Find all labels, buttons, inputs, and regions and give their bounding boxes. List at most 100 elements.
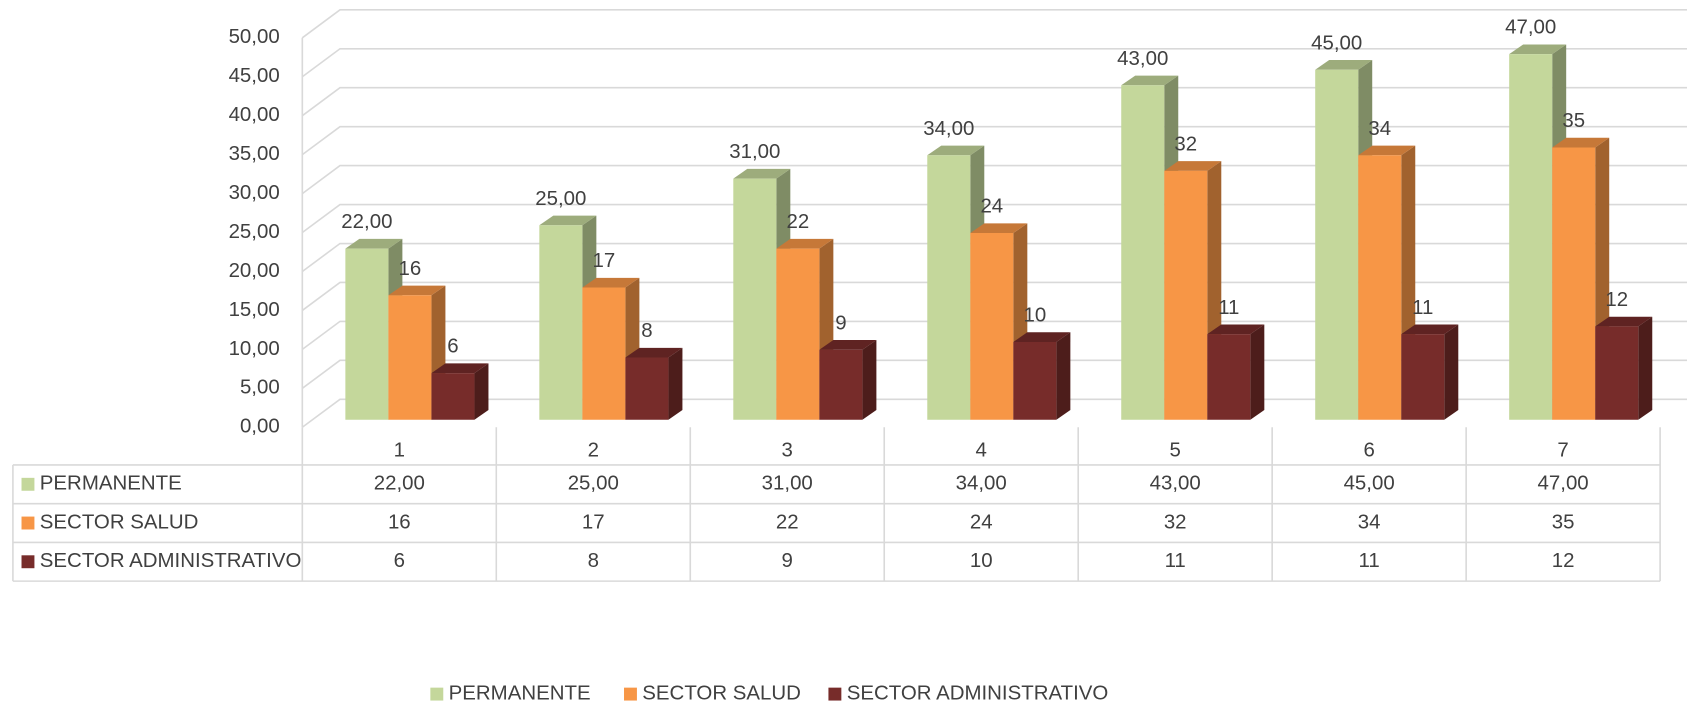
bar-front (1315, 69, 1359, 420)
table-cell: 34,00 (956, 472, 1007, 495)
bar-top (431, 363, 489, 374)
data-label: 22,00 (341, 210, 392, 233)
table-cell: 32 (1164, 510, 1187, 533)
grid-line (301, 281, 1687, 312)
data-label: 45,00 (1311, 31, 1362, 54)
bar-top (776, 238, 834, 249)
bar-top (1121, 75, 1179, 86)
grid-line (301, 86, 1687, 117)
bar-front (927, 155, 971, 420)
table-row-label: SECTOR SALUD (40, 510, 199, 533)
table-cell: 35 (1552, 510, 1575, 533)
data-label: 12 (1605, 288, 1628, 311)
table-cell: 8 (588, 549, 599, 572)
table-cell: 34 (1358, 510, 1381, 533)
data-label: 47,00 (1505, 16, 1556, 39)
y-tick-label: 50,00 (229, 25, 280, 48)
table-swatch (21, 555, 35, 569)
bar (1207, 324, 1265, 420)
bar-front (733, 178, 777, 420)
bar-front (582, 287, 626, 420)
legend-label: SECTOR SALUD (642, 682, 801, 705)
bar-top (1358, 145, 1416, 156)
bar-top (1509, 44, 1567, 55)
data-label: 8 (641, 319, 652, 342)
bar (625, 347, 683, 420)
data-label: 10 (1023, 304, 1046, 327)
grid-line (301, 203, 1687, 234)
bar-side (1250, 324, 1265, 420)
bar (819, 340, 877, 420)
bar-top (625, 347, 683, 358)
bar-side (668, 347, 683, 420)
table-cell: 43,00 (1150, 472, 1201, 495)
y-tick-label: 10,00 (229, 337, 280, 360)
bar-side (1638, 316, 1653, 420)
data-label: 25,00 (535, 187, 586, 210)
table-row-label: PERMANENTE (40, 472, 182, 495)
bar-top (345, 238, 403, 249)
bar (1595, 316, 1653, 420)
x-tick-label: 2 (588, 438, 599, 461)
y-tick-label: 0,00 (240, 415, 280, 438)
x-tick-label: 1 (394, 438, 405, 461)
x-tick-label: 4 (976, 438, 987, 461)
table-cell: 9 (782, 549, 793, 572)
y-tick-label: 5,00 (240, 376, 280, 399)
bar-top (388, 285, 446, 296)
bar-top (1552, 137, 1610, 148)
y-tick-label: 25,00 (229, 220, 280, 243)
table-cell: 31,00 (762, 472, 813, 495)
table-cell: 12 (1552, 549, 1575, 572)
grid-line (301, 9, 1687, 39)
legend-swatch (828, 687, 842, 701)
data-label: 9 (835, 311, 846, 334)
bar-top (733, 168, 791, 179)
bar-front (819, 349, 863, 420)
bar-front (1207, 334, 1251, 420)
table-cell: 24 (970, 510, 993, 533)
table-swatch (21, 516, 35, 530)
bar-side (862, 340, 877, 420)
table-cell: 25,00 (568, 472, 619, 495)
data-label: 11 (1412, 296, 1433, 319)
y-tick-label: 35,00 (229, 142, 280, 165)
table-cell: 17 (582, 510, 605, 533)
bar-front (1595, 326, 1639, 420)
y-tick-label: 20,00 (229, 259, 280, 282)
x-tick-label: 5 (1169, 438, 1180, 461)
y-tick-label: 15,00 (229, 298, 280, 321)
grid-line (301, 242, 1687, 273)
table-swatch (21, 477, 35, 491)
table-cell: 11 (1359, 549, 1380, 572)
bar (1401, 324, 1459, 420)
table-cell: 11 (1165, 549, 1186, 572)
bar-top (1401, 324, 1459, 335)
bar-top (1207, 324, 1265, 335)
data-label: 17 (593, 249, 616, 272)
legend-swatch (624, 687, 637, 701)
bar-front (388, 295, 432, 420)
bar-top (1595, 316, 1653, 327)
legend-swatch (430, 687, 444, 701)
grid-line (301, 164, 1687, 195)
y-tick-label: 45,00 (229, 64, 280, 87)
bar-front (1509, 54, 1553, 420)
data-label: 34,00 (923, 117, 974, 140)
table-cell: 10 (970, 549, 993, 572)
table-cell: 16 (388, 510, 411, 533)
bar-front (1121, 85, 1165, 420)
data-label: 6 (447, 335, 458, 358)
grid-line (301, 125, 1687, 156)
bar-top (1164, 161, 1222, 171)
legend-label: PERMANENTE (449, 682, 591, 705)
data-label: 35 (1562, 109, 1585, 132)
table-cell: 47,00 (1538, 472, 1589, 495)
grid-line (301, 47, 1687, 78)
table-cell: 45,00 (1344, 472, 1395, 495)
table-cell: 6 (394, 549, 405, 572)
bar (1013, 332, 1071, 420)
grid-line (301, 320, 1687, 351)
